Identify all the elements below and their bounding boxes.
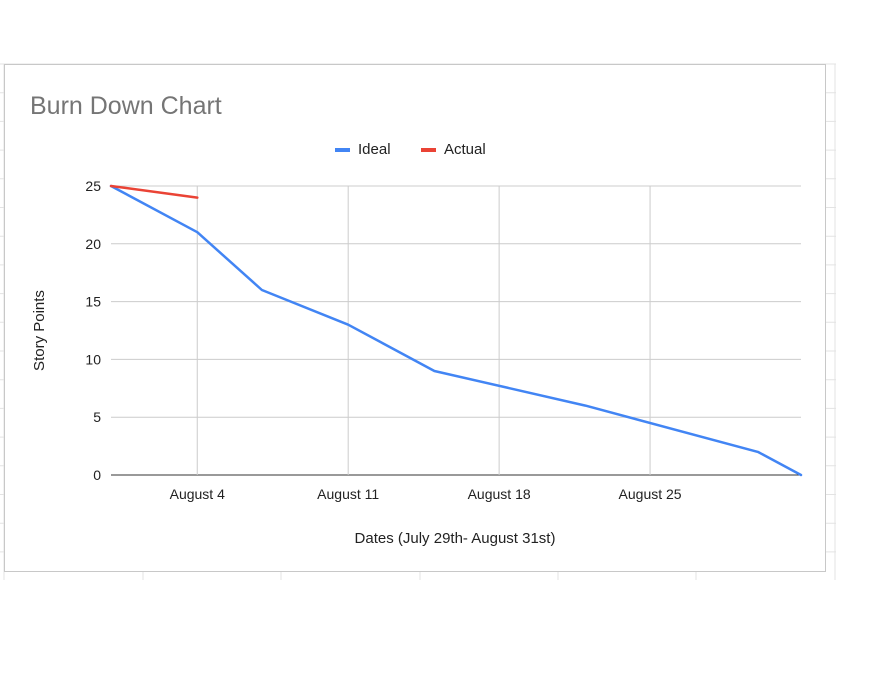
legend-item-actual[interactable]: Actual: [421, 141, 486, 158]
chart-container[interactable]: 0 5 10 15 20 25 August 4 August 11 August 18 Augu…: [4, 64, 826, 572]
y-tick-label: 10: [85, 351, 101, 367]
x-tick-label: August 18: [468, 486, 531, 502]
x-tick-label: August 4: [170, 486, 225, 502]
x-tick-label: August 11: [317, 486, 379, 502]
y-axis-title: Story Points: [31, 290, 48, 371]
y-tick-label: 20: [85, 236, 101, 252]
chart-title: Burn Down Chart: [30, 92, 222, 120]
y-tick-label: 5: [93, 409, 101, 425]
legend-swatch-actual: [421, 147, 436, 152]
x-axis-title: Dates (July 29th- August 31st): [355, 530, 556, 547]
y-tick-label: 0: [93, 467, 101, 483]
series-line-ideal: [109, 184, 803, 477]
y-tick-label: 15: [85, 294, 101, 310]
series-line-actual: [109, 184, 199, 199]
legend-swatch-ideal: [335, 147, 350, 152]
chart-plot: 0 5 10 15 20 25 August 4 August 11 August 18 Augu…: [31, 178, 803, 547]
x-tick-label: August 25: [619, 486, 682, 502]
y-tick-label: 25: [85, 178, 101, 194]
legend-item-ideal[interactable]: Ideal: [335, 141, 391, 158]
legend-label-ideal: Ideal: [358, 141, 391, 158]
legend-label-actual: Actual: [444, 141, 486, 158]
